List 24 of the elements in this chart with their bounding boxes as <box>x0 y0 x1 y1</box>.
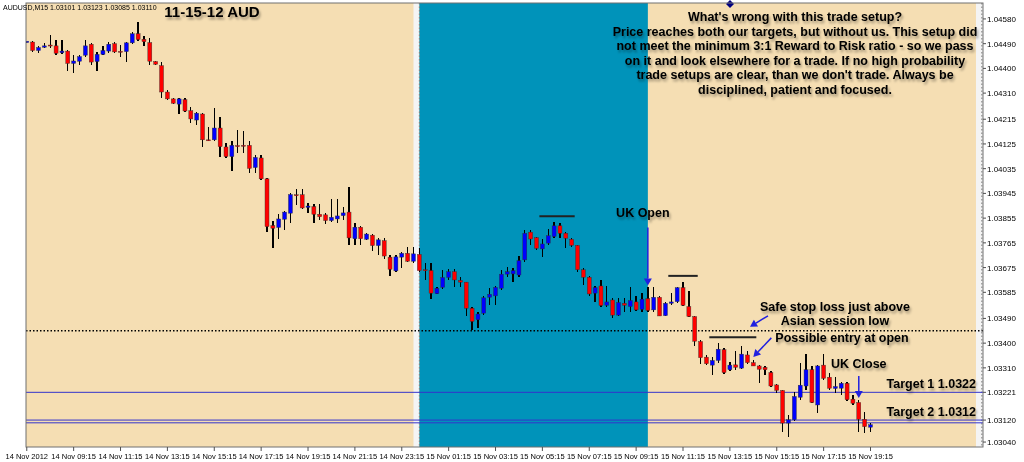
y-tick-label: 1.03310 <box>987 363 1017 373</box>
ref-line-label: Target 2 1.0312 <box>886 405 977 420</box>
y-tick-label: 1.04400 <box>987 64 1017 74</box>
y-tick-label: 1.03040 <box>987 438 1017 448</box>
annotation: UK Close <box>831 357 887 372</box>
y-tick-label: 1.03765 <box>987 238 1017 248</box>
y-tick-label: 1.03945 <box>987 189 1017 199</box>
y-tick-label: 1.04125 <box>987 139 1017 149</box>
y-tick-label: 1.03400 <box>987 339 1017 349</box>
y-tick-label: 1.03221 <box>987 388 1017 398</box>
y-tick-label: 1.04580 <box>987 14 1017 24</box>
chart-title: 11-15-12 AUD <box>164 3 260 20</box>
annotation: Possible entry at open <box>775 330 909 345</box>
y-tick-label: 1.04215 <box>987 115 1017 125</box>
y-tick-label: 1.03490 <box>987 314 1017 324</box>
y-tick-label: 1.04035 <box>987 164 1017 174</box>
ref-line-label: Target 1 1.0322 <box>886 377 977 392</box>
y-tick-label: 1.04310 <box>987 89 1017 99</box>
y-tick-label: 1.03120 <box>987 416 1017 426</box>
y-tick-label: 1.04490 <box>987 39 1017 49</box>
ref-line-label: Safe stop loss just above Asian session low <box>759 299 911 328</box>
y-tick-label: 1.03585 <box>987 288 1017 298</box>
y-tick-label: 1.03675 <box>987 263 1017 273</box>
y-tick-label: 1.03855 <box>987 214 1017 224</box>
